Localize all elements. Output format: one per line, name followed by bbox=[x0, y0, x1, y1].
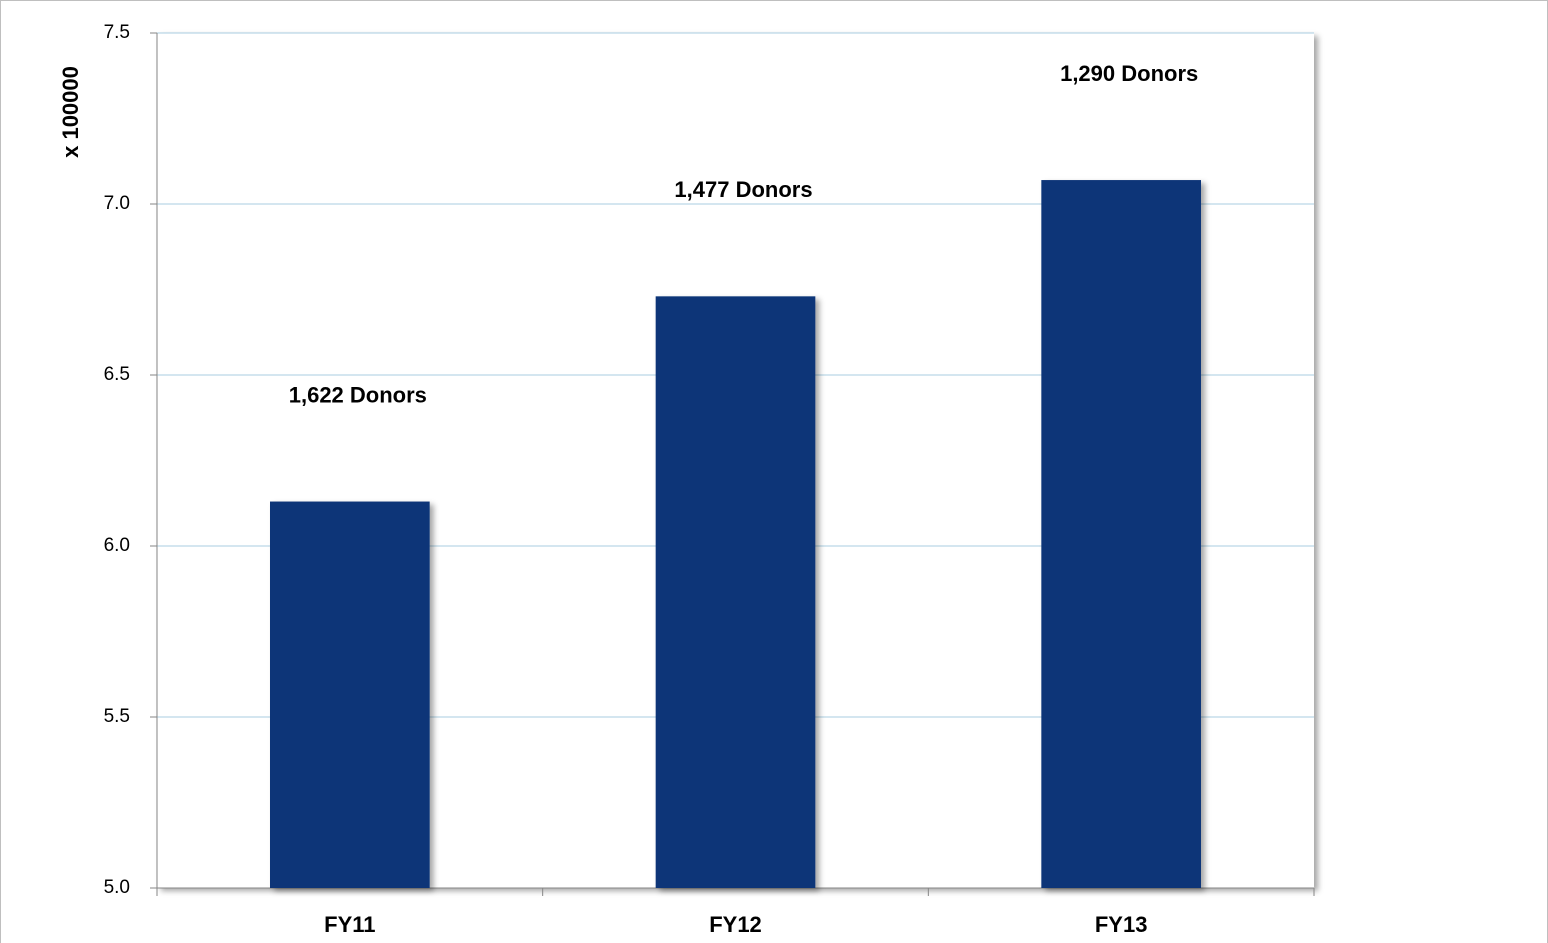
y-tick-label: 5.0 bbox=[104, 877, 130, 898]
bar bbox=[270, 501, 430, 888]
y-axis-label: x 100000 bbox=[58, 66, 83, 158]
bar bbox=[655, 296, 816, 889]
annotation: 1,477 Donors bbox=[674, 177, 812, 202]
y-tick-label: 6.0 bbox=[104, 535, 130, 556]
annotation: 1,290 Donors bbox=[1060, 61, 1198, 86]
annotation: 1,622 Donors bbox=[289, 382, 427, 407]
y-tick-label: 5.5 bbox=[104, 706, 130, 727]
y-tick-label: 6.5 bbox=[104, 364, 130, 385]
x-tick-label: FY11 bbox=[324, 912, 375, 937]
x-tick-label: FY12 bbox=[709, 912, 762, 937]
y-tick-label: 7.5 bbox=[104, 22, 130, 43]
bar bbox=[1041, 180, 1201, 888]
y-tick-label: 7.0 bbox=[104, 193, 130, 214]
x-tick-label: FY13 bbox=[1095, 912, 1148, 937]
